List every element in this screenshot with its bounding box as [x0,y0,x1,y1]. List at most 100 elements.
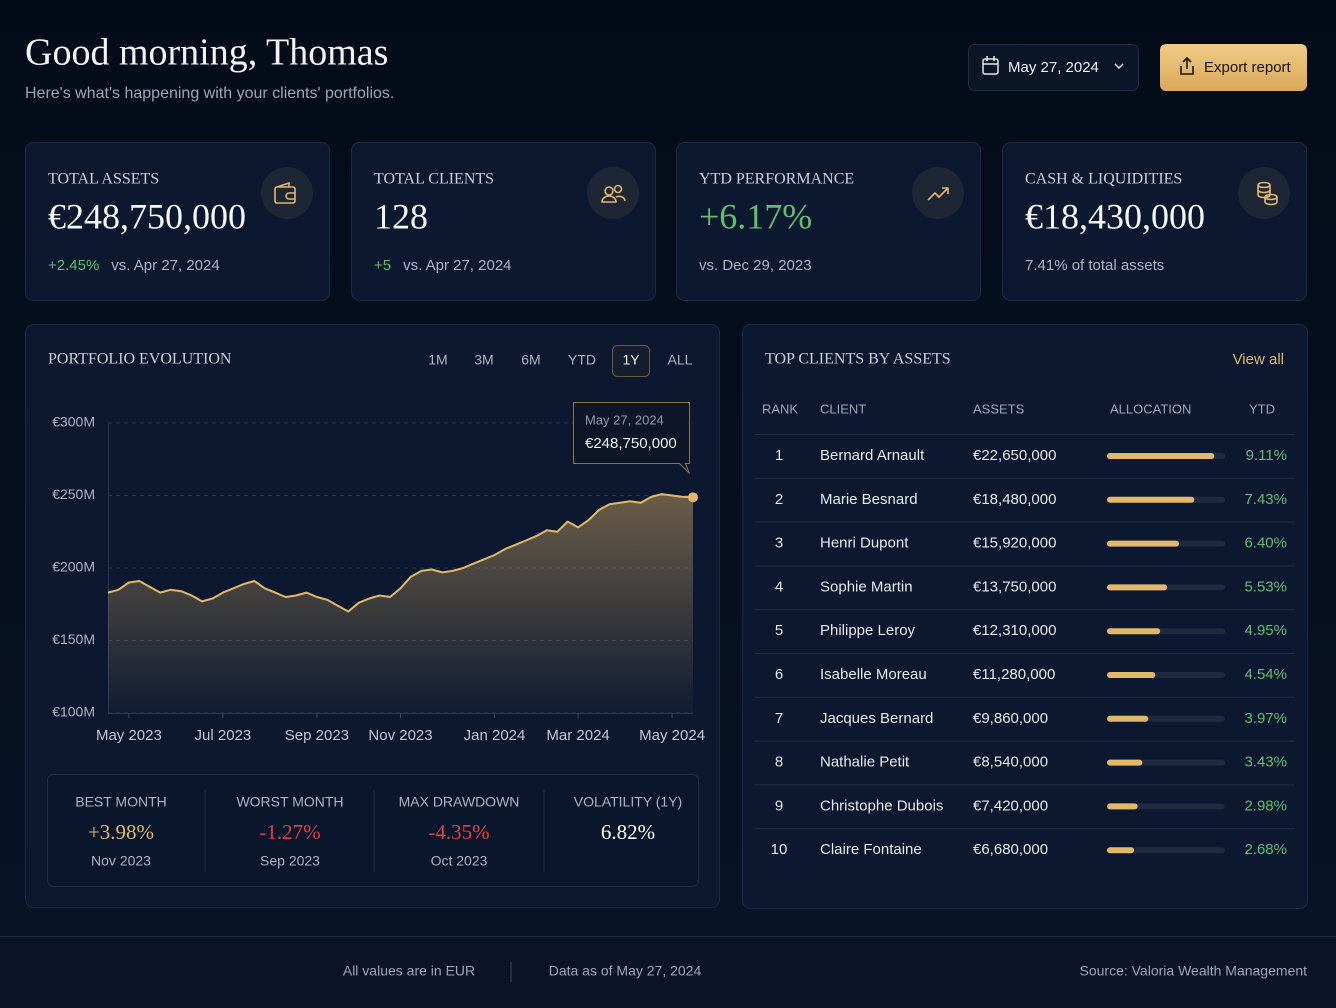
kpi-label: CASH & LIQUIDITIES [1025,171,1182,188]
allocation-bar [1107,803,1138,810]
kpi-note: 7.41% of total assets [1025,257,1164,274]
chart-title: PORTFOLIO EVOLUTION [48,351,232,368]
rank: 9 [775,797,783,814]
y-tick-label: €100M [52,704,95,720]
stat-label: BEST MONTH [75,794,167,810]
rank: 6 [775,666,783,683]
column-header: RANK [762,401,798,416]
range-button[interactable]: 1Y [622,352,640,368]
allocation-bar [1107,672,1156,678]
x-tick-label: Jan 2024 [464,727,526,744]
range-button[interactable]: 1M [428,352,447,368]
subtitle: Here's what's happening with your client… [25,85,394,102]
client-name[interactable]: Sophie Martin [820,578,913,595]
ytd: 2.68% [1244,841,1287,858]
client-name[interactable]: Marie Besnard [820,491,918,508]
kpi-icon [927,187,949,201]
range-button[interactable]: ALL [668,352,693,368]
footer-currency: All values are in EUR [343,963,475,979]
stat-label: MAX DRAWDOWN [399,794,520,810]
line [107,493,694,613]
stat-period: Nov 2023 [91,853,151,869]
client-name[interactable]: Henri Dupont [820,535,909,552]
range-button[interactable]: 6M [521,352,540,368]
range-active [612,345,650,377]
kpi-value: €248,750,000 [48,196,246,236]
x-tick-label: May 2023 [96,727,162,744]
kpi-icon-bg [912,167,964,219]
stat-period: Sep 2023 [260,853,320,869]
column-header: ALLOCATION [1110,401,1191,416]
rank: 8 [775,754,783,771]
kpi-note: vs. Dec 29, 2023 [699,257,812,274]
kpi-card [25,142,330,301]
export-icon [1180,56,1194,75]
export-button[interactable]: Export report [1160,44,1307,91]
client-name[interactable]: Claire Fontaine [820,841,922,858]
stat-period: Oct 2023 [431,853,488,869]
allocation-bar [1107,847,1135,854]
kpi-icon [601,184,626,203]
client-name[interactable]: Jacques Bernard [820,710,933,727]
date-picker[interactable]: May 27, 2024 [968,44,1139,91]
footer-as-of: Data as of May 27, 2024 [549,963,702,979]
client-name[interactable]: Philippe Leroy [820,622,916,639]
client-name[interactable]: Nathalie Petit [820,754,910,771]
y-tick-label: €250M [52,486,95,502]
range-button[interactable]: 3M [474,352,493,368]
kpi-card [676,142,981,301]
rank: 5 [775,622,783,639]
assets: €12,310,000 [973,622,1056,639]
assets: €6,680,000 [973,841,1048,858]
ytd: 2.98% [1244,797,1287,814]
assets: €15,920,000 [973,535,1056,552]
stat-value: -1.27% [259,820,320,844]
kpi-icon [1257,181,1278,206]
rank: 4 [775,578,783,595]
stat-label: VOLATILITY (1Y) [574,794,682,810]
assets: €9,860,000 [973,710,1048,727]
kpi-icon [274,182,296,204]
y-tick-label: €150M [52,631,95,647]
kpi-label: TOTAL CLIENTS [374,171,494,188]
client-name[interactable]: Bernard Arnault [820,447,925,464]
column-header: ASSETS [973,401,1025,416]
kpi-card [351,142,656,301]
calendar-icon [982,56,1124,75]
client-name[interactable]: Christophe Dubois [820,797,943,814]
client-name[interactable]: Isabelle Moreau [820,666,927,683]
range-button[interactable]: YTD [568,352,596,368]
allocation-bar [1107,540,1179,547]
x-tick-label: Sep 2023 [285,727,349,744]
allocation-bar [1107,715,1149,722]
x-tick-label: Mar 2024 [546,727,609,744]
assets: €13,750,000 [973,578,1056,595]
kpi-card [1002,142,1307,301]
kpi-label: YTD PERFORMANCE [699,171,854,188]
tooltip-date: May 27, 2024 [585,412,664,427]
ytd: 3.97% [1244,710,1287,727]
footer [0,936,1336,1008]
ytd: 5.53% [1244,578,1287,595]
greeting: Good morning, Thomas [25,32,388,74]
view-all-link[interactable]: View all [1233,351,1284,368]
table-title: TOP CLIENTS BY ASSETS [765,351,951,368]
y-tick-label: €200M [52,559,95,575]
rank: 3 [775,535,783,552]
ytd: 7.43% [1244,491,1287,508]
x-tick-label: May 2024 [639,727,705,744]
stats-box [47,774,699,887]
allocation-bar [1107,759,1143,766]
x-tick-label: Jul 2023 [195,727,252,744]
assets: €11,280,000 [973,666,1055,683]
allocation-bar [1107,453,1215,459]
footer-source: Source: Valoria Wealth Management [1080,963,1308,979]
kpi-value: +6.17% [699,196,812,236]
kpi-value: 128 [374,196,428,236]
allocation-track [1107,847,1225,854]
column-header: CLIENT [820,401,866,416]
kpi-change: +2.45% [48,257,99,274]
tooltip [573,402,690,474]
stat-value: 6.82% [601,820,655,844]
